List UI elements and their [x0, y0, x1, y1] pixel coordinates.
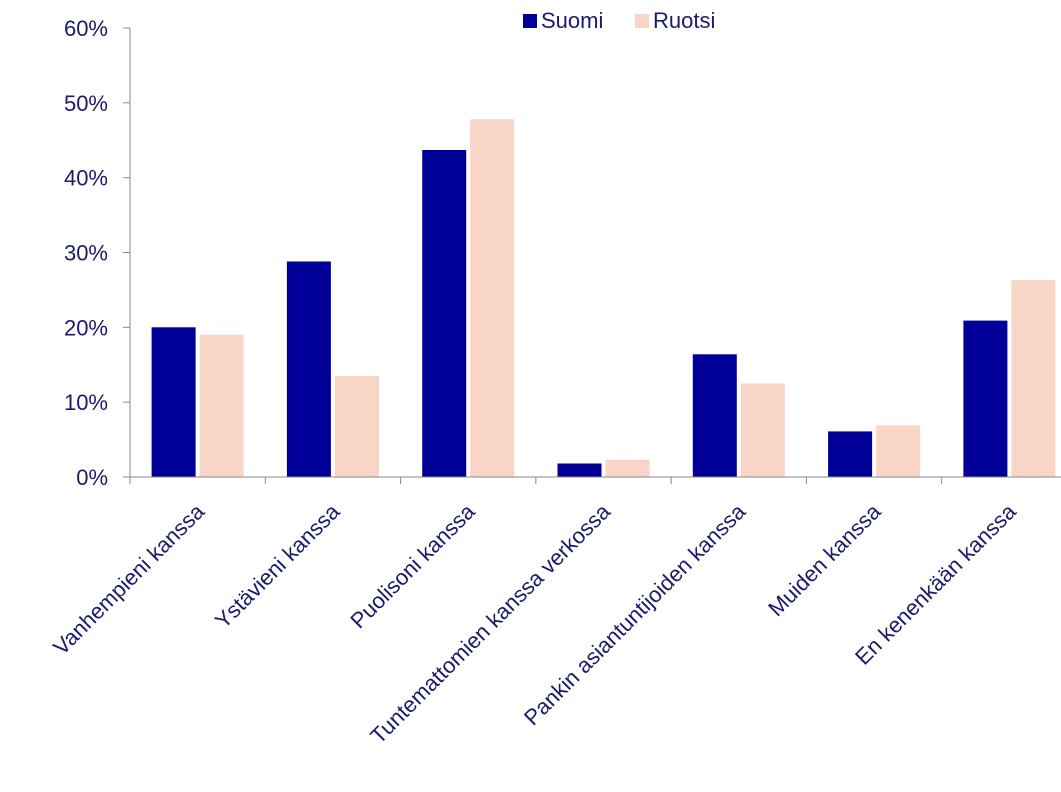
x-category-label: Tuntemattomien kanssa verkossa [365, 498, 615, 748]
y-tick-label: 0% [76, 465, 108, 490]
y-tick-labels: 0% 10% 20% 30% 40% 50% 60% [64, 16, 108, 490]
legend-label-ruotsi: Ruotsi [653, 8, 715, 33]
y-tick-label: 10% [64, 390, 108, 415]
bar-ruotsi-0 [199, 334, 244, 477]
bars-group [151, 119, 1056, 478]
bar-ruotsi-6 [1011, 280, 1056, 477]
bar-ruotsi-3 [605, 459, 650, 477]
axes-group [123, 27, 1061, 484]
bar-ruotsi-2 [470, 119, 515, 478]
x-category-labels: Vanhempieni kanssa Ystävieni kanssa Puolis… [48, 498, 1021, 748]
x-category-label: Vanhempieni kanssa [48, 498, 209, 659]
x-category-label: Puolisoni kanssa [345, 498, 480, 633]
bar-suomi-1 [286, 261, 331, 477]
bar-ruotsi-1 [334, 376, 379, 477]
y-tick-label: 20% [64, 315, 108, 340]
y-tick-label: 40% [64, 166, 108, 191]
legend-swatch-ruotsi [635, 14, 649, 28]
bar-ruotsi-5 [876, 425, 921, 477]
x-category-label: Pankin asiantuntijoiden kanssa [519, 498, 751, 730]
x-category-label: Muiden kanssa [763, 498, 886, 621]
y-tick-label: 50% [64, 91, 108, 116]
bar-suomi-3 [557, 463, 602, 477]
bar-suomi-0 [151, 327, 196, 477]
bar-suomi-5 [828, 431, 873, 477]
y-tick-label: 30% [64, 241, 108, 266]
legend: Suomi Ruotsi [523, 8, 715, 33]
legend-swatch-suomi [523, 14, 537, 28]
bar-suomi-6 [963, 320, 1008, 477]
y-tick-label: 60% [64, 16, 108, 41]
bar-suomi-2 [422, 150, 467, 477]
x-category-label: Ystävieni kanssa [210, 498, 345, 633]
bar-ruotsi-4 [740, 383, 785, 477]
legend-label-suomi: Suomi [541, 8, 603, 33]
bar-suomi-4 [692, 354, 737, 477]
